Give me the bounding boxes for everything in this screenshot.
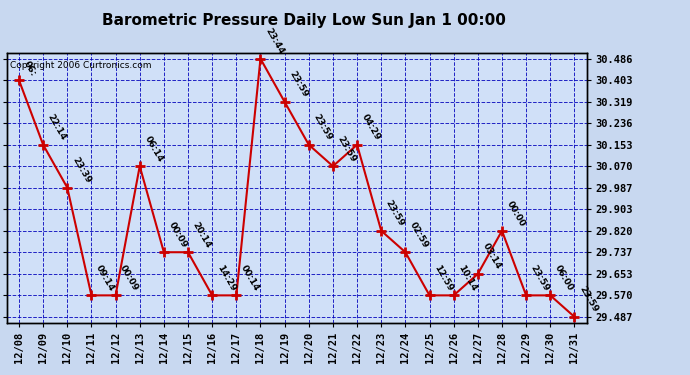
Text: 23:59: 23:59 [529, 263, 551, 292]
Text: 23:59: 23:59 [384, 199, 406, 228]
Text: 22:14: 22:14 [46, 112, 68, 142]
Text: Copyright 2006 Curtronics.com: Copyright 2006 Curtronics.com [10, 61, 151, 70]
Text: 00:09: 00:09 [167, 220, 188, 249]
Text: 04:29: 04:29 [360, 112, 382, 142]
Text: 00:14: 00:14 [239, 263, 261, 292]
Text: 06:: 06: [22, 59, 37, 77]
Text: 09:14: 09:14 [95, 263, 117, 292]
Text: 14:29: 14:29 [215, 263, 237, 292]
Text: 10:14: 10:14 [457, 263, 479, 292]
Text: 23:59: 23:59 [312, 112, 334, 142]
Text: 02:59: 02:59 [408, 220, 431, 249]
Text: 06:14: 06:14 [143, 134, 165, 164]
Text: 23:44: 23:44 [264, 26, 286, 56]
Text: 00:09: 00:09 [119, 264, 140, 292]
Text: 03:14: 03:14 [481, 242, 503, 271]
Text: 23:59: 23:59 [578, 285, 600, 314]
Text: 23:59: 23:59 [336, 134, 358, 164]
Text: 00:00: 00:00 [505, 199, 526, 228]
Text: 06:00: 06:00 [553, 264, 575, 292]
Text: Barometric Pressure Daily Low Sun Jan 1 00:00: Barometric Pressure Daily Low Sun Jan 1 … [101, 13, 506, 28]
Text: 23:59: 23:59 [288, 70, 310, 99]
Text: 12:59: 12:59 [433, 263, 455, 292]
Text: 23:39: 23:39 [70, 156, 92, 185]
Text: 20:14: 20:14 [191, 220, 213, 249]
